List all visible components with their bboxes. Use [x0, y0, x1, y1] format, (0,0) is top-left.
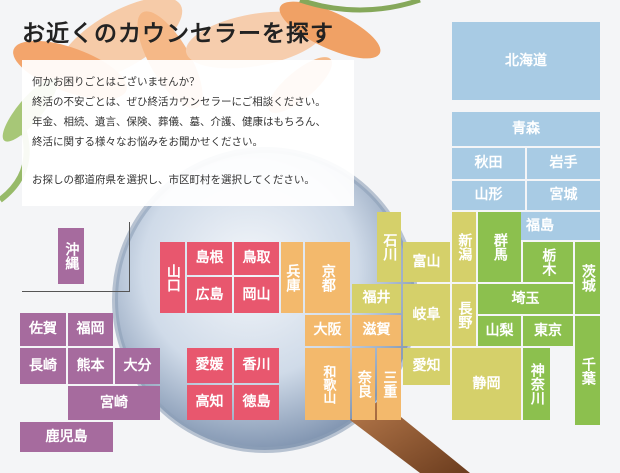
pref-miyazaki[interactable]: 宮崎 [68, 386, 160, 420]
pref-shizuoka[interactable]: 静岡 [452, 348, 521, 420]
pref-yamaguchi[interactable]: 山口 [160, 242, 185, 313]
pref-nagano[interactable]: 長野 [452, 284, 476, 346]
intro-line: 終活の不安ごとは、ぜひ終活カウンセラーにご相談ください。 [32, 96, 326, 108]
pref-aomori[interactable]: 青森 [452, 112, 600, 146]
okinawa-divider-vertical [129, 222, 130, 292]
pref-gifu[interactable]: 岐阜 [403, 284, 450, 346]
pref-akita[interactable]: 秋田 [452, 148, 525, 179]
pref-kanagawa[interactable]: 神奈川 [523, 348, 550, 420]
intro-line: 年金、相続、遺言、保険、葬儀、墓、介護、健康はもちろん、 [32, 116, 326, 128]
pref-oita[interactable]: 大分 [115, 348, 160, 384]
pref-shiga[interactable]: 滋賀 [352, 315, 401, 346]
pref-gunma[interactable]: 群馬 [478, 212, 521, 282]
pref-yamagata[interactable]: 山形 [452, 181, 525, 210]
pref-kumamoto[interactable]: 熊本 [68, 348, 113, 384]
pref-mie[interactable]: 三重 [377, 348, 401, 420]
pref-wakayama[interactable]: 和歌山 [305, 348, 350, 420]
pref-fukuoka[interactable]: 福岡 [68, 313, 113, 346]
pref-shimane[interactable]: 島根 [187, 242, 232, 275]
pref-tokushima[interactable]: 徳島 [234, 385, 279, 420]
pref-hyogo[interactable]: 兵庫 [281, 242, 303, 313]
intro-box: 何かお困りごとはございませんか？ 終活の不安ごとは、ぜひ終活カウンセラーにご相談… [22, 60, 354, 206]
pref-miyagi[interactable]: 宮城 [527, 181, 600, 210]
pref-iwate[interactable]: 岩手 [527, 148, 600, 179]
pref-hiroshima[interactable]: 広島 [187, 277, 232, 313]
pref-hokkaido[interactable]: 北海道 [452, 22, 600, 100]
pref-kagawa[interactable]: 香川 [234, 348, 279, 383]
pref-toyama[interactable]: 富山 [403, 242, 450, 282]
okinawa-divider-horizontal [22, 291, 130, 292]
intro-line: 何かお困りごとはございませんか？ [32, 76, 200, 88]
pref-niigata[interactable]: 新潟 [452, 212, 476, 282]
pref-ishikawa[interactable]: 石川 [377, 212, 401, 282]
pref-tochigi[interactable]: 栃木 [523, 242, 573, 282]
pref-osaka[interactable]: 大阪 [305, 315, 350, 346]
pref-ibaraki[interactable]: 茨城 [575, 242, 600, 314]
pref-saga[interactable]: 佐賀 [20, 313, 66, 346]
pref-okinawa[interactable]: 沖縄 [58, 228, 84, 284]
pref-fukui[interactable]: 福井 [352, 284, 401, 313]
pref-tokyo[interactable]: 東京 [523, 316, 573, 346]
pref-kagoshima[interactable]: 鹿児島 [20, 422, 113, 452]
pref-nagasaki[interactable]: 長崎 [20, 348, 66, 384]
page-title: お近くのカウンセラーを探す [22, 21, 334, 47]
pref-saitama[interactable]: 埼玉 [478, 284, 573, 314]
pref-kochi[interactable]: 高知 [187, 385, 232, 420]
pref-chiba[interactable]: 千葉 [575, 316, 600, 425]
intro-instruction: お探しの都道府県を選択し、市区町村を選択してください。 [32, 174, 315, 186]
intro-line: 終活に関する様々なお悩みをお聞かせください。 [32, 136, 263, 148]
pref-nara[interactable]: 奈良 [352, 348, 375, 420]
pref-tottori[interactable]: 鳥取 [234, 242, 279, 275]
pref-ehime[interactable]: 愛媛 [187, 348, 232, 383]
pref-kyoto[interactable]: 京都 [305, 242, 350, 313]
pref-aichi[interactable]: 愛知 [403, 348, 450, 385]
pref-yamanashi[interactable]: 山梨 [478, 316, 521, 346]
pref-okayama[interactable]: 岡山 [234, 277, 279, 313]
